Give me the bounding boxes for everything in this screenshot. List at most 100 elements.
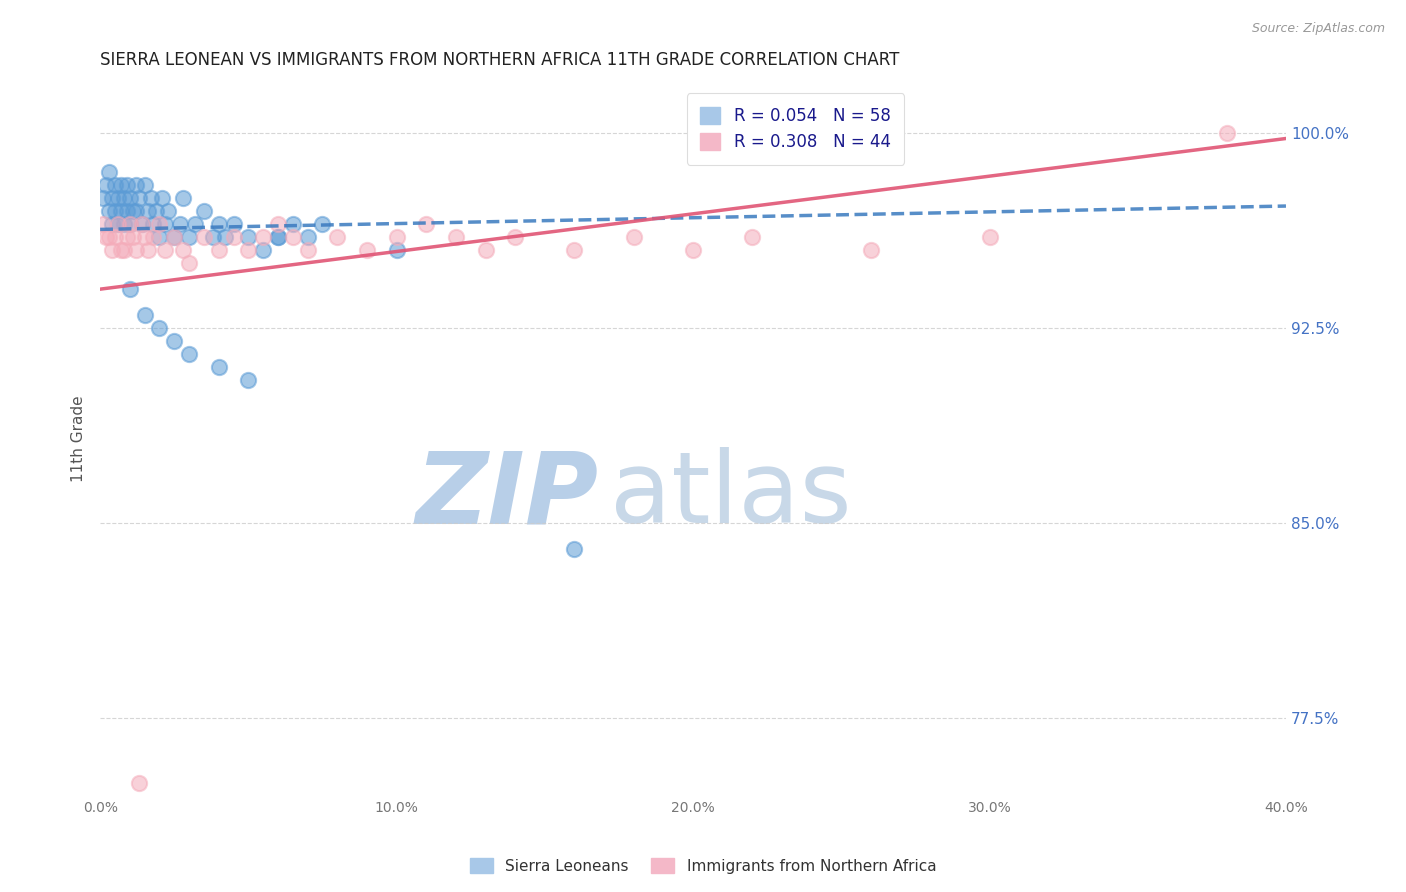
Text: atlas: atlas: [610, 447, 852, 544]
Point: [297, 230, 319, 244]
Point: [136, 243, 159, 257]
Point: [163, 230, 186, 244]
Point: [155, 217, 177, 231]
Point: [112, 243, 135, 257]
Text: Source: ZipAtlas.com: Source: ZipAtlas.com: [1251, 22, 1385, 36]
Point: [107, 191, 129, 205]
Point: [623, 230, 645, 244]
Point: [121, 230, 143, 244]
Point: [682, 243, 704, 257]
Point: [415, 217, 437, 231]
Text: ZIP: ZIP: [415, 447, 598, 544]
Point: [118, 217, 141, 231]
Point: [238, 373, 260, 387]
Point: [98, 165, 121, 179]
Point: [311, 217, 333, 231]
Point: [564, 243, 586, 257]
Point: [859, 243, 882, 257]
Point: [118, 282, 141, 296]
Point: [193, 204, 215, 219]
Point: [564, 541, 586, 556]
Point: [104, 230, 127, 244]
Point: [91, 217, 114, 231]
Point: [155, 243, 177, 257]
Point: [281, 217, 304, 231]
Point: [267, 217, 290, 231]
Point: [474, 243, 496, 257]
Point: [115, 178, 138, 193]
Point: [444, 230, 467, 244]
Point: [184, 217, 207, 231]
Point: [131, 217, 153, 231]
Legend: R = 0.054   N = 58, R = 0.308   N = 44: R = 0.054 N = 58, R = 0.308 N = 44: [688, 94, 904, 165]
Point: [107, 217, 129, 231]
Point: [163, 230, 186, 244]
Point: [145, 204, 167, 219]
Point: [297, 243, 319, 257]
Point: [385, 230, 408, 244]
Point: [979, 230, 1001, 244]
Point: [136, 204, 159, 219]
Point: [163, 334, 186, 348]
Point: [267, 230, 290, 244]
Point: [125, 243, 148, 257]
Point: [101, 217, 124, 231]
Point: [741, 230, 763, 244]
Point: [134, 308, 156, 322]
Point: [177, 256, 200, 270]
Point: [134, 230, 156, 244]
Point: [208, 360, 231, 375]
Point: [222, 230, 245, 244]
Point: [252, 243, 274, 257]
Point: [121, 204, 143, 219]
Point: [222, 217, 245, 231]
Point: [107, 217, 129, 231]
Point: [252, 230, 274, 244]
Point: [139, 191, 162, 205]
Point: [177, 230, 200, 244]
Point: [142, 230, 165, 244]
Point: [169, 217, 191, 231]
Point: [385, 243, 408, 257]
Point: [214, 230, 236, 244]
Point: [128, 191, 150, 205]
Point: [125, 204, 148, 219]
Text: SIERRA LEONEAN VS IMMIGRANTS FROM NORTHERN AFRICA 11TH GRADE CORRELATION CHART: SIERRA LEONEAN VS IMMIGRANTS FROM NORTHE…: [100, 51, 900, 69]
Point: [148, 217, 170, 231]
Point: [267, 230, 290, 244]
Point: [148, 321, 170, 335]
Point: [118, 217, 141, 231]
Point: [503, 230, 526, 244]
Point: [125, 178, 148, 193]
Point: [148, 230, 170, 244]
Point: [201, 230, 224, 244]
Point: [238, 243, 260, 257]
Point: [94, 230, 117, 244]
Point: [112, 191, 135, 205]
Point: [326, 230, 349, 244]
Point: [281, 230, 304, 244]
Point: [94, 178, 117, 193]
Point: [118, 191, 141, 205]
Point: [101, 191, 124, 205]
Point: [157, 204, 180, 219]
Y-axis label: 11th Grade: 11th Grade: [72, 395, 86, 482]
Point: [110, 243, 132, 257]
Point: [98, 230, 121, 244]
Point: [91, 191, 114, 205]
Point: [1215, 126, 1237, 140]
Point: [112, 217, 135, 231]
Point: [110, 204, 132, 219]
Point: [238, 230, 260, 244]
Point: [115, 204, 138, 219]
Point: [193, 230, 215, 244]
Point: [177, 347, 200, 361]
Point: [101, 243, 124, 257]
Point: [98, 204, 121, 219]
Legend: Sierra Leoneans, Immigrants from Northern Africa: Sierra Leoneans, Immigrants from Norther…: [464, 852, 942, 880]
Point: [104, 178, 127, 193]
Point: [356, 243, 378, 257]
Point: [134, 178, 156, 193]
Point: [110, 178, 132, 193]
Point: [104, 204, 127, 219]
